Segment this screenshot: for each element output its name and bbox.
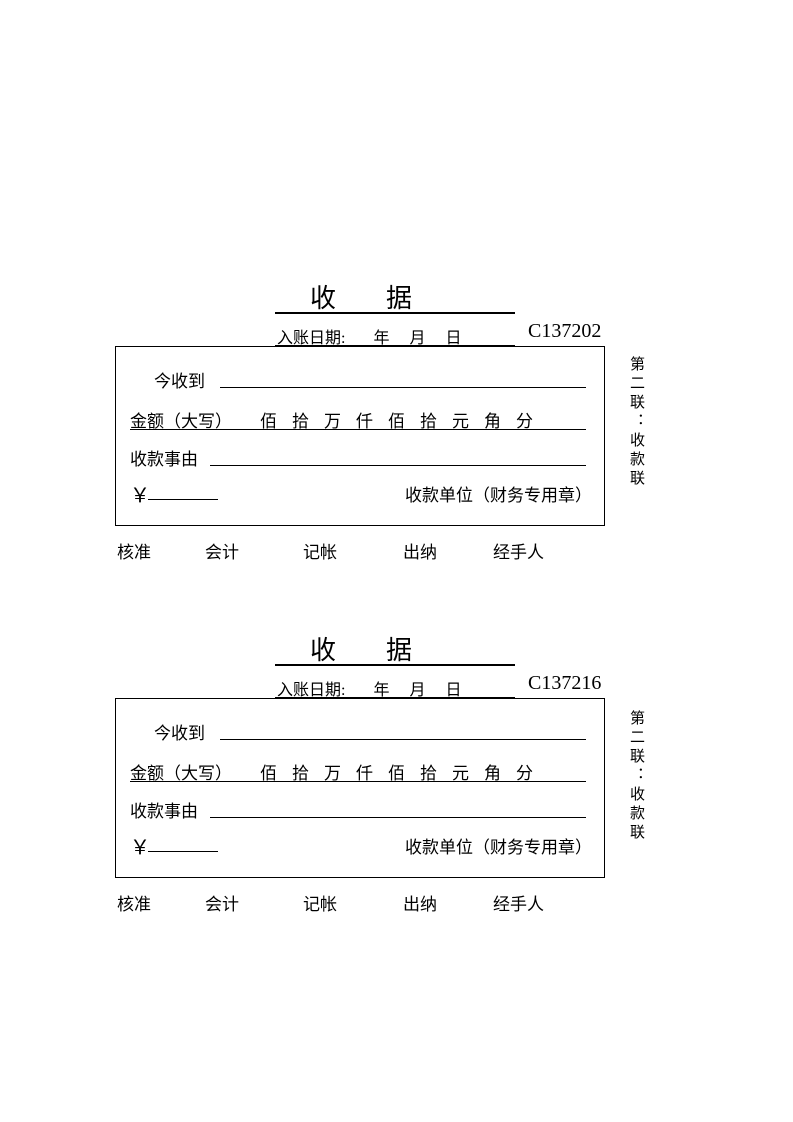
stamp-label: 收款单位（财务专用章） bbox=[405, 481, 590, 506]
receipt-1: 收据 入账日期: 年 月 日 C137202 今收到 金额（大写） 佰拾万仟佰拾… bbox=[115, 278, 605, 564]
receipt-title: 收据 bbox=[310, 630, 462, 667]
currency-line bbox=[148, 499, 218, 500]
amount-row: 金额（大写） 佰拾万仟佰拾元角分 bbox=[130, 757, 590, 785]
sign-accountant: 会计 bbox=[205, 538, 239, 563]
stamp-label: 收款单位（财务专用章） bbox=[405, 833, 590, 858]
bottom-row: ￥ 收款单位（财务专用章） bbox=[130, 479, 590, 505]
side-label-2: 第二联：收款联 bbox=[626, 710, 647, 843]
currency-line bbox=[148, 851, 218, 852]
title-row: 收据 bbox=[115, 278, 605, 312]
currency-symbol: ￥ bbox=[130, 831, 150, 860]
currency-symbol: ￥ bbox=[130, 479, 150, 508]
amount-row: 金额（大写） 佰拾万仟佰拾元角分 bbox=[130, 405, 590, 433]
received-line bbox=[220, 739, 586, 740]
amount-line bbox=[130, 429, 586, 430]
reason-line bbox=[210, 817, 586, 818]
received-line bbox=[220, 387, 586, 388]
serial-number: C137216 bbox=[528, 672, 601, 695]
reason-label: 收款事由 bbox=[130, 797, 198, 822]
bottom-row: ￥ 收款单位（财务专用章） bbox=[130, 831, 590, 857]
title-row: 收据 bbox=[115, 630, 605, 664]
receipt-title: 收据 bbox=[310, 278, 462, 315]
date-row: 入账日期: 年 月 日 C137202 bbox=[115, 318, 605, 346]
received-row: 今收到 bbox=[130, 717, 590, 743]
receipt-box: 今收到 金额（大写） 佰拾万仟佰拾元角分 收款事由 ￥ 收款单位（财务专用章） bbox=[115, 346, 605, 526]
receipt-2: 收据 入账日期: 年 月 日 C137216 今收到 金额（大写） 佰拾万仟佰拾… bbox=[115, 630, 605, 916]
reason-label: 收款事由 bbox=[130, 445, 198, 470]
sign-approve: 核准 bbox=[117, 538, 151, 563]
received-label: 今收到 bbox=[154, 719, 205, 744]
receipt-box: 今收到 金额（大写） 佰拾万仟佰拾元角分 收款事由 ￥ 收款单位（财务专用章） bbox=[115, 698, 605, 878]
amount-line bbox=[130, 781, 586, 782]
title-double-underline bbox=[275, 312, 515, 314]
sign-approve: 核准 bbox=[117, 890, 151, 915]
reason-row: 收款事由 bbox=[130, 443, 590, 471]
sign-cashier: 出纳 bbox=[403, 538, 437, 563]
reason-row: 收款事由 bbox=[130, 795, 590, 823]
serial-number: C137202 bbox=[528, 320, 601, 343]
sign-accountant: 会计 bbox=[205, 890, 239, 915]
reason-line bbox=[210, 465, 586, 466]
sign-bookkeeper: 记帐 bbox=[303, 538, 337, 563]
received-label: 今收到 bbox=[154, 367, 205, 392]
date-row: 入账日期: 年 月 日 C137216 bbox=[115, 670, 605, 698]
side-label-1: 第二联：收款联 bbox=[626, 356, 647, 489]
sign-cashier: 出纳 bbox=[403, 890, 437, 915]
sign-handler: 经手人 bbox=[493, 538, 544, 563]
sign-row: 核准 会计 记帐 出纳 经手人 bbox=[115, 886, 605, 916]
sign-bookkeeper: 记帐 bbox=[303, 890, 337, 915]
sign-handler: 经手人 bbox=[493, 890, 544, 915]
sign-row: 核准 会计 记帐 出纳 经手人 bbox=[115, 534, 605, 564]
title-double-underline bbox=[275, 664, 515, 666]
received-row: 今收到 bbox=[130, 365, 590, 391]
